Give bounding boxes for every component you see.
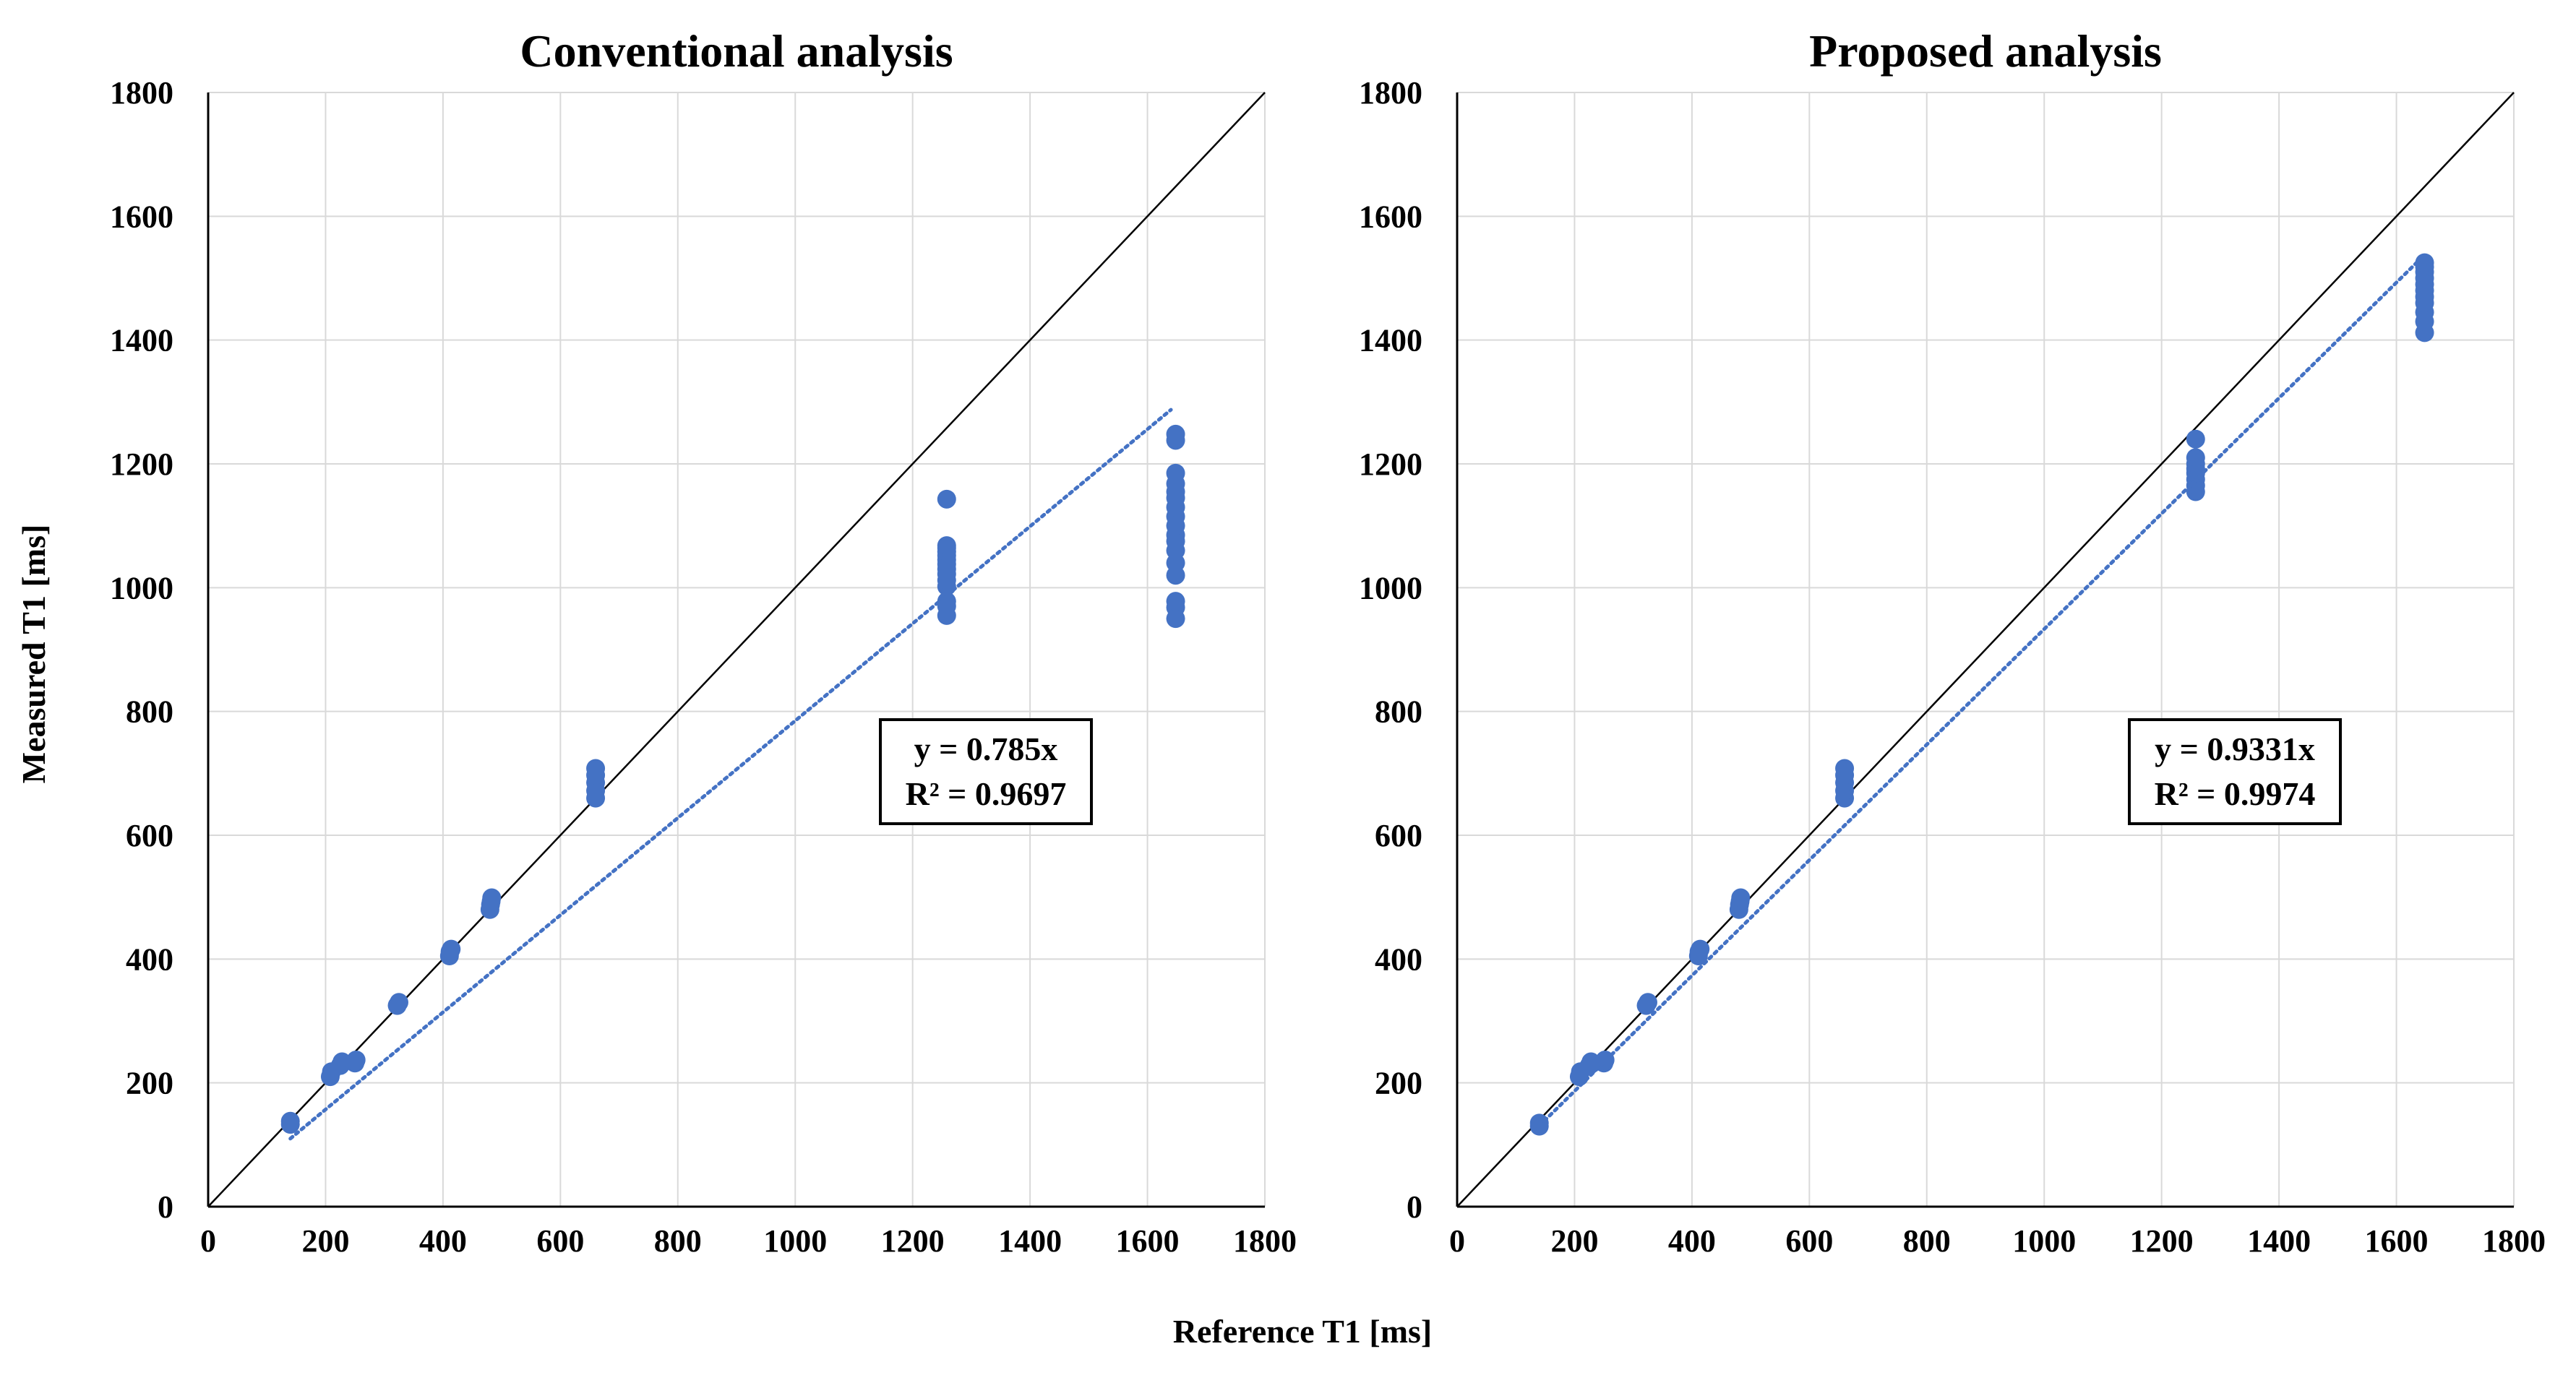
y-axis-title: Measured T1 [ms] xyxy=(15,525,52,784)
x-tick-label: 400 xyxy=(419,1223,467,1259)
data-point xyxy=(1166,592,1185,611)
data-point xyxy=(2415,253,2434,272)
data-point xyxy=(1638,993,1657,1012)
x-tick-label: 0 xyxy=(200,1223,216,1259)
y-tick-label: 800 xyxy=(1375,694,1422,730)
trendline xyxy=(1537,257,2422,1128)
y-tick-label: 600 xyxy=(1375,818,1422,853)
y-tick-label: 1200 xyxy=(110,447,173,482)
y-tick-label: 1600 xyxy=(1359,199,1422,234)
trendline xyxy=(288,408,1173,1141)
data-point xyxy=(1731,888,1751,908)
x-tick-label: 1400 xyxy=(2247,1223,2311,1259)
x-tick-label: 200 xyxy=(1550,1223,1598,1259)
data-point xyxy=(2186,448,2205,467)
x-tick-label: 1800 xyxy=(2482,1223,2546,1259)
trendline-equation: y = 0.785x xyxy=(914,730,1058,767)
x-tick-label: 1200 xyxy=(881,1223,945,1259)
y-tick-label: 1600 xyxy=(110,199,173,234)
data-point xyxy=(482,888,502,908)
y-tick-label: 1800 xyxy=(110,75,173,111)
y-tick-label: 600 xyxy=(126,818,173,853)
y-tick-label: 1400 xyxy=(1359,323,1422,358)
x-axis-title: Reference T1 [ms] xyxy=(1173,1313,1433,1350)
r-squared-value: R² = 0.9974 xyxy=(2155,775,2316,812)
data-point xyxy=(937,489,956,509)
x-tick-label: 600 xyxy=(536,1223,584,1259)
chart-panel-1: Conventional analysis 0 200 400 600 800 1000 12… xyxy=(110,25,1297,1259)
x-tick-label: 1600 xyxy=(1116,1223,1180,1259)
data-point xyxy=(442,939,461,959)
data-point xyxy=(1529,1113,1549,1133)
r-squared-value: R² = 0.9697 xyxy=(906,775,1067,812)
y-tick-label: 1800 xyxy=(1359,75,1422,111)
trendline-equation: y = 0.9331x xyxy=(2155,730,2315,767)
y-tick-label: 1400 xyxy=(110,323,173,358)
x-tick-label: 1200 xyxy=(2130,1223,2194,1259)
y-tick-label: 0 xyxy=(158,1189,173,1225)
x-tick-label: 1000 xyxy=(2012,1223,2076,1259)
x-tick-label: 800 xyxy=(1903,1223,1951,1259)
x-tick-label: 800 xyxy=(654,1223,702,1259)
data-point xyxy=(937,536,956,556)
equation-box xyxy=(2128,718,2342,825)
x-tick-label: 1800 xyxy=(1233,1223,1297,1259)
data-point xyxy=(1835,759,1855,778)
data-point xyxy=(280,1111,300,1131)
x-tick-label: 200 xyxy=(301,1223,349,1259)
y-tick-label: 400 xyxy=(126,941,173,977)
data-point xyxy=(389,993,408,1012)
y-tick-label: 0 xyxy=(1407,1189,1422,1225)
x-tick-label: 0 xyxy=(1449,1223,1465,1259)
x-tick-label: 1600 xyxy=(2365,1223,2429,1259)
y-tick-label: 200 xyxy=(126,1066,173,1101)
y-tick-label: 800 xyxy=(126,694,173,730)
chart-title: Conventional analysis xyxy=(520,25,953,77)
identity-line xyxy=(207,92,1266,1207)
chart-panels: Conventional analysis 0 200 400 600 800 1000 12… xyxy=(110,25,2546,1259)
chart-panel-2: Proposed analysis 0 200 400 600 800 1000 1200 14… xyxy=(1359,25,2546,1259)
data-point xyxy=(2186,429,2205,449)
equation-box xyxy=(879,718,1093,825)
x-tick-label: 1400 xyxy=(998,1223,1062,1259)
y-tick-label: 200 xyxy=(1375,1066,1422,1101)
x-tick-label: 400 xyxy=(1668,1223,1716,1259)
y-tick-label: 1200 xyxy=(1359,447,1422,482)
y-tick-label: 1000 xyxy=(110,570,173,605)
data-point xyxy=(1166,424,1185,444)
data-point xyxy=(937,592,956,611)
data-point xyxy=(586,759,606,778)
x-tick-label: 1000 xyxy=(763,1223,827,1259)
identity-line xyxy=(1456,92,2515,1207)
chart-title: Proposed analysis xyxy=(1809,25,2162,77)
data-point xyxy=(1691,939,1710,959)
data-point xyxy=(346,1050,366,1069)
y-tick-label: 400 xyxy=(1375,941,1422,977)
x-tick-label: 600 xyxy=(1785,1223,1833,1259)
y-tick-label: 1000 xyxy=(1359,570,1422,605)
data-point xyxy=(1166,463,1185,483)
